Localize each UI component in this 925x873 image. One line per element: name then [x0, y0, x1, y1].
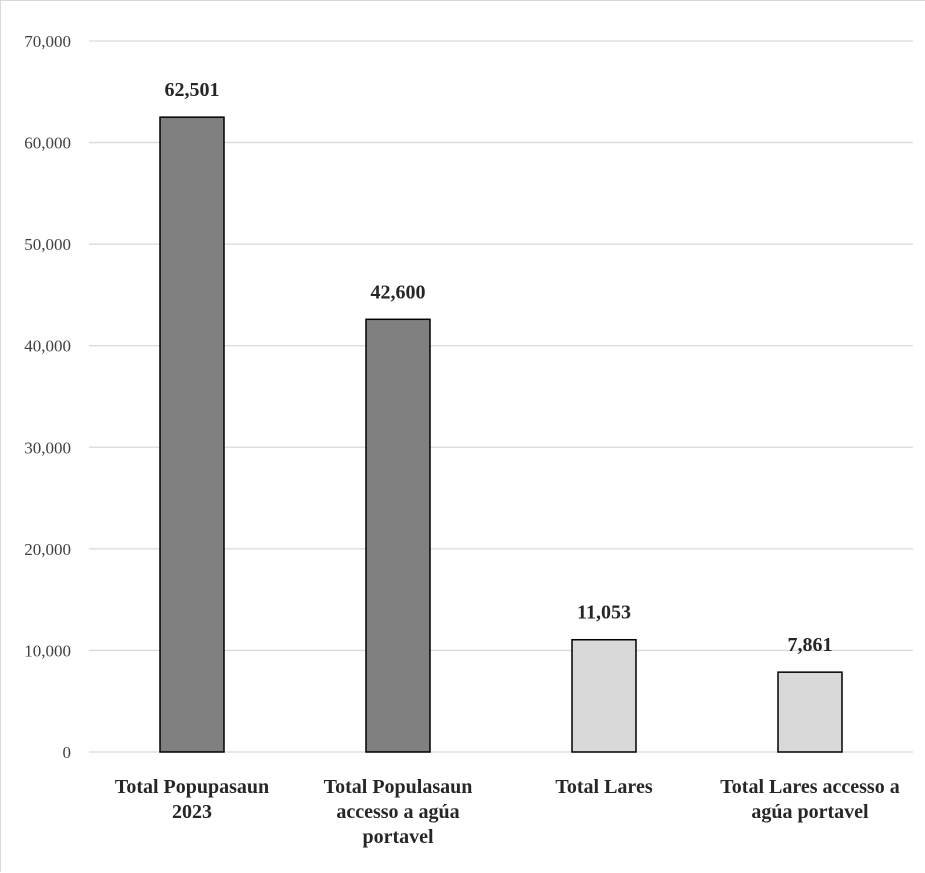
x-category-label: Total Popupasaun 2023: [115, 776, 269, 823]
y-tick-label: 70,000: [24, 32, 71, 51]
y-tick-label: 0: [63, 743, 72, 762]
y-axis-ticks: 0 10,000 20,000 30,000 40,000 50,000 60,000 70,…: [24, 32, 71, 762]
x-category-label: Total Lares: [555, 776, 652, 798]
x-category-label-line: Total Popupasaun: [115, 776, 269, 798]
bar: [777, 671, 843, 753]
x-category-label: Total Lares accesso a agúa portavel: [720, 776, 899, 823]
bars: [159, 116, 843, 753]
x-category-label-line: 2023: [172, 801, 212, 823]
data-label: 62,501: [165, 79, 220, 101]
data-label: 42,600: [371, 281, 426, 303]
x-category-label-line: Total Lares accesso a: [720, 776, 899, 798]
y-tick-label: 30,000: [24, 438, 71, 457]
y-tick-label: 50,000: [24, 235, 71, 254]
y-tick-label: 40,000: [24, 337, 71, 356]
data-label: 7,861: [788, 634, 833, 656]
x-category-label-line: Total Populasaun: [324, 776, 473, 798]
bar: [571, 638, 637, 753]
bar: [365, 318, 431, 753]
x-category-label-line: portavel: [362, 826, 434, 848]
x-category-label-line: accesso a agúa: [336, 801, 459, 823]
y-tick-label: 20,000: [24, 540, 71, 559]
x-category-label: Total Populasaun accesso a agúa portavel: [324, 776, 473, 848]
y-tick-label: 60,000: [24, 134, 71, 153]
x-category-label-line: agúa portavel: [751, 801, 869, 823]
gridlines: [89, 40, 913, 753]
x-category-label-line: Total Lares: [555, 776, 652, 798]
category-labels: Total Popupasaun 2023 Total Populasaun acce…: [115, 776, 900, 848]
bar: [159, 116, 225, 753]
data-label: 11,053: [577, 602, 631, 624]
data-labels: 62,501 42,600 11,053 7,861: [165, 79, 833, 656]
y-tick-label: 10,000: [24, 641, 71, 660]
